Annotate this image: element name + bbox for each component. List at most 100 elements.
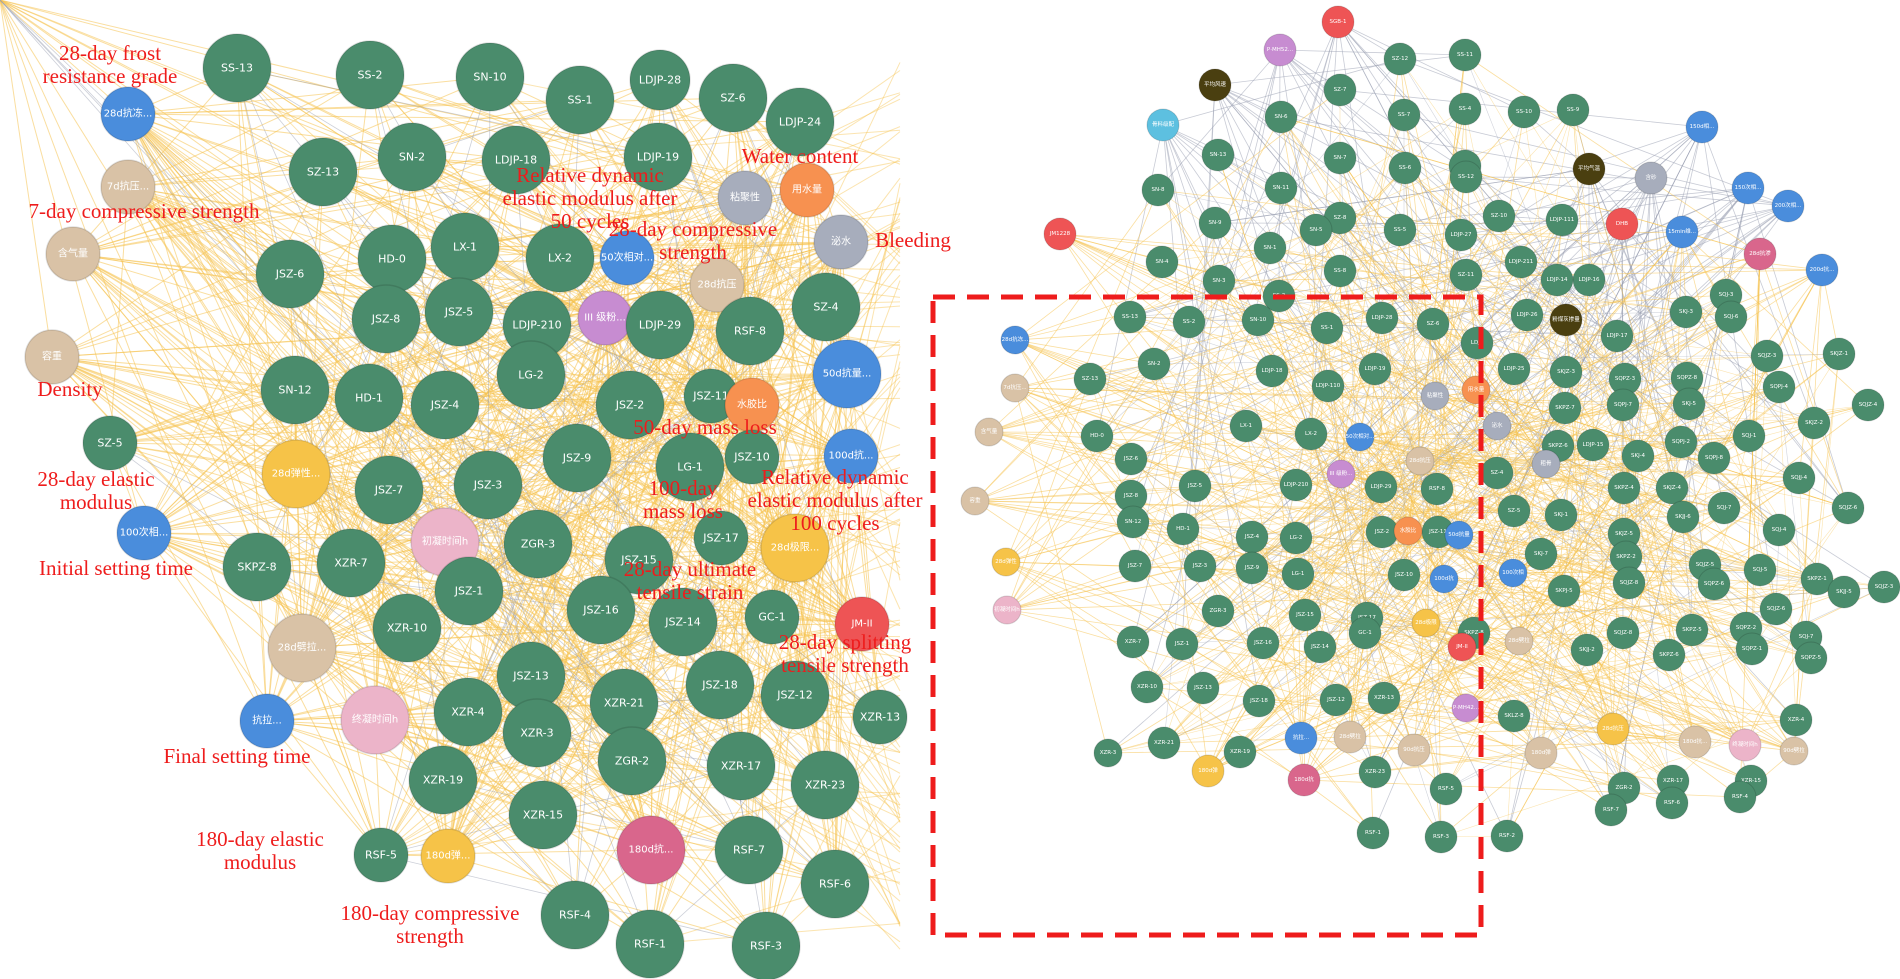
graph-node-sqjz-3[interactable]: SQJZ-3	[1750, 339, 1784, 373]
graph-node-iii[interactable]: III 级粉...	[1326, 459, 1356, 489]
graph-node-attr[interactable]: 泌水	[813, 214, 869, 270]
graph-node-sz-12[interactable]: SZ-12	[1383, 42, 1417, 76]
graph-node-lx-2[interactable]: LX-2	[525, 223, 595, 293]
graph-node-28d[interactable]: 28d弹性...	[261, 439, 331, 509]
graph-node-skpz-4[interactable]: SKPZ-4	[1607, 471, 1641, 505]
graph-node-ss-9[interactable]: SS-9	[1556, 93, 1590, 127]
graph-node-ldjp-18[interactable]: LDJP-18	[1255, 354, 1289, 388]
graph-node-xzr-15[interactable]: XZR-15	[508, 780, 578, 850]
graph-node-attr[interactable]: 粘聚性	[717, 170, 773, 226]
graph-node-xzr-21[interactable]: XZR-21	[589, 668, 659, 738]
graph-node-lx-1[interactable]: LX-1	[430, 212, 500, 282]
graph-node-sn-5[interactable]: SN-5	[1299, 213, 1333, 247]
graph-node-skpj-5[interactable]: SKPJ-5	[1547, 574, 1581, 608]
graph-node-200[interactable]: 200次相...	[1771, 189, 1805, 223]
graph-node-sn-2[interactable]: SN-2	[1137, 347, 1171, 381]
graph-node-sqpz-1[interactable]: SQPZ-1	[1735, 632, 1769, 666]
graph-node-28d[interactable]: 28d抗压	[1405, 446, 1435, 476]
graph-node-jsz-14[interactable]: JSZ-14	[648, 587, 718, 657]
graph-node-28d[interactable]: 28d极限	[1411, 608, 1441, 638]
graph-node-h[interactable]: 终凝时间h	[340, 685, 410, 755]
graph-node-28d[interactable]: 28d劈拉...	[267, 613, 337, 683]
graph-node-xzr-4[interactable]: XZR-4	[433, 677, 503, 747]
graph-node-xzr-19[interactable]: XZR-19	[1223, 735, 1257, 769]
graph-node-sqjz-4[interactable]: SQJZ-4	[1851, 388, 1885, 422]
graph-node-rsf-7[interactable]: RSF-7	[714, 815, 784, 885]
graph-node-180d[interactable]: 180d抗...	[616, 815, 686, 885]
graph-node-rsf-3[interactable]: RSF-3	[1424, 820, 1458, 854]
graph-node-sqj-5[interactable]: SQJ-5	[1743, 553, 1777, 587]
graph-node-ss-6[interactable]: SS-6	[1388, 151, 1422, 185]
graph-node-attr[interactable]: 泌水	[1482, 411, 1512, 441]
graph-node-attr[interactable]: 用水量	[779, 162, 835, 218]
graph-node-sn-12[interactable]: SN-12	[260, 355, 330, 425]
graph-node-sklz-8[interactable]: SKLZ-8	[1497, 699, 1531, 733]
graph-node-xzr-23[interactable]: XZR-23	[790, 750, 860, 820]
graph-node-sn-11[interactable]: SN-11	[1264, 171, 1298, 205]
graph-node-28d[interactable]: 28d抗冻...	[1000, 325, 1030, 355]
graph-node-ldjp-28[interactable]: LDJP-28	[629, 49, 691, 111]
graph-node-180d[interactable]: 180d弹	[1191, 754, 1225, 788]
graph-node-28d[interactable]: 28d极限...	[760, 513, 830, 583]
graph-node-100d[interactable]: 100d抗	[1429, 564, 1459, 594]
graph-node-ss-13[interactable]: SS-13	[1113, 300, 1147, 334]
graph-node-ss-1[interactable]: SS-1	[545, 65, 615, 135]
graph-node-skj-1[interactable]: SKJ-1	[1544, 498, 1578, 532]
graph-node-sn-8[interactable]: SN-8	[1141, 173, 1175, 207]
graph-node-xzr-3[interactable]: XZR-3	[1093, 738, 1123, 768]
graph-node-sqj-1[interactable]: SQJ-1	[1732, 419, 1766, 453]
graph-node-lg-2[interactable]: LG-2	[1279, 521, 1313, 555]
graph-node-jsz-18[interactable]: JSZ-18	[685, 650, 755, 720]
graph-node-attr[interactable]: 抗拉...	[239, 693, 295, 749]
graph-node-lg-1[interactable]: LG-1	[1281, 557, 1315, 591]
graph-node-90d[interactable]: 90d劈拉	[1779, 736, 1809, 766]
graph-node-zgr-3[interactable]: ZGR-3	[1201, 594, 1235, 628]
graph-node-sz-5[interactable]: SZ-5	[1497, 494, 1531, 528]
graph-node-jsz-5[interactable]: JSZ-5	[424, 277, 494, 347]
graph-node-h[interactable]: 初凝时间h	[992, 595, 1022, 625]
graph-node-attr[interactable]: 水胶比	[724, 377, 780, 433]
graph-node-hd-0[interactable]: HD-0	[1080, 419, 1114, 453]
graph-node-sz-7[interactable]: SZ-7	[1323, 73, 1357, 107]
graph-node-sn-9[interactable]: SN-9	[1198, 206, 1232, 240]
graph-node-skjz-4[interactable]: SKJZ-4	[1655, 471, 1689, 505]
graph-node-jsz-4[interactable]: JSZ-4	[410, 370, 480, 440]
graph-node-xzr-4[interactable]: XZR-4	[1779, 703, 1813, 737]
graph-node-100[interactable]: 100次相...	[116, 505, 172, 561]
graph-node-skj-7[interactable]: SKJ-7	[1524, 537, 1558, 571]
graph-node-ldjp-15[interactable]: LDJP-15	[1576, 428, 1610, 462]
graph-node-jsz-2[interactable]: JSZ-2	[1365, 515, 1399, 549]
graph-node-sqpj-7[interactable]: SQPJ-7	[1606, 388, 1640, 422]
graph-node-jsz-5[interactable]: JSZ-5	[1178, 469, 1212, 503]
graph-node-28d[interactable]: 28d劈拉	[1333, 720, 1367, 754]
graph-node-jsz-1[interactable]: JSZ-1	[1165, 627, 1199, 661]
graph-node-skpz-8[interactable]: SKPZ-8	[222, 532, 292, 602]
graph-node-xzr-7[interactable]: XZR-7	[1116, 625, 1150, 659]
graph-node-jsz-16[interactable]: JSZ-16	[1246, 626, 1280, 660]
graph-node-sn-1[interactable]: SN-1	[1253, 231, 1287, 265]
graph-node-ldjp-110[interactable]: LDJP-110	[1311, 369, 1345, 403]
graph-node-jsz-3[interactable]: JSZ-3	[453, 450, 523, 520]
graph-node-jsz-3[interactable]: JSZ-3	[1183, 549, 1217, 583]
graph-node-attr[interactable]: 含气量	[45, 226, 101, 282]
graph-node-ldjp-211[interactable]: LDJP-211	[1504, 245, 1538, 279]
graph-node-hd-1[interactable]: HD-1	[1166, 512, 1200, 546]
graph-node-sqpz-6[interactable]: SQPZ-6	[1697, 567, 1731, 601]
graph-node-sqpz-5[interactable]: SQPZ-5	[1794, 641, 1828, 675]
graph-node-sqpj-4[interactable]: SQPJ-4	[1762, 370, 1796, 404]
graph-node-sqjj-4[interactable]: SQJJ-4	[1782, 461, 1816, 495]
graph-node-zgr-2[interactable]: ZGR-2	[597, 726, 667, 796]
graph-node-ldjp-25[interactable]: LDJP-25	[1497, 352, 1531, 386]
graph-node-sz-8[interactable]: SZ-8	[1323, 201, 1357, 235]
graph-node-sz-11[interactable]: SZ-11	[1449, 258, 1483, 292]
graph-node-xzr-19[interactable]: XZR-19	[408, 745, 478, 815]
graph-node-sqpz-3[interactable]: SQPZ-3	[1608, 362, 1642, 396]
graph-node-skpz-6[interactable]: SKPZ-6	[1652, 638, 1686, 672]
graph-node-xzr-21[interactable]: XZR-21	[1147, 726, 1181, 760]
graph-node-sz-4[interactable]: SZ-4	[791, 272, 861, 342]
graph-node-50d[interactable]: 50d抗量	[1444, 520, 1474, 550]
graph-node-hd-0[interactable]: HD-0	[357, 224, 427, 294]
graph-node-28d[interactable]: 28d抗压	[1596, 712, 1630, 746]
graph-node-rsf-1[interactable]: RSF-1	[615, 909, 685, 979]
graph-node-p-mh52[interactable]: P·MH52...	[1263, 33, 1297, 67]
